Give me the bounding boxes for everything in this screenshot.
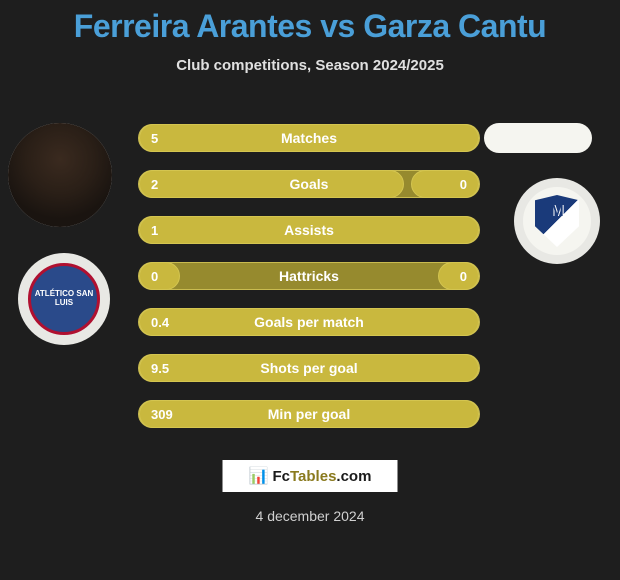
player-photo-right [484, 123, 592, 153]
club-badge-right [514, 178, 600, 264]
stat-bar: 5 Matches [138, 124, 480, 152]
stat-label: Goals [290, 176, 329, 192]
stat-bar: 1 Assists [138, 216, 480, 244]
stat-value-left: 5 [151, 131, 158, 146]
brand-main: Tables [290, 468, 336, 485]
club-badge-left: ATLÉTICO SAN LUIS [18, 253, 110, 345]
brand-prefix: Fc [272, 468, 290, 485]
stat-label: Assists [284, 222, 334, 238]
shield-icon [535, 195, 579, 247]
stat-bar: 2 Goals 0 [138, 170, 480, 198]
stat-bar: 0 Hattricks 0 [138, 262, 480, 290]
bar-fill-left [139, 262, 180, 290]
stat-value-left: 309 [151, 407, 173, 422]
stat-value-left: 0 [151, 269, 158, 284]
stat-bar: 0.4 Goals per match [138, 308, 480, 336]
bar-fill-left [139, 170, 404, 198]
page-subtitle: Club competitions, Season 2024/2025 [0, 57, 620, 74]
brand-suffix: .com [336, 468, 371, 485]
stat-label: Matches [281, 130, 337, 146]
stat-value-left: 2 [151, 177, 158, 192]
chart-icon: 📊 [249, 466, 269, 486]
bar-fill-right [411, 170, 479, 198]
stat-value-right: 0 [460, 269, 467, 284]
club-badge-left-inner: ATLÉTICO SAN LUIS [28, 263, 100, 335]
stat-value-left: 1 [151, 223, 158, 238]
stat-value-left: 0.4 [151, 315, 169, 330]
stat-bars-container: 5 Matches 2 Goals 0 1 Assists 0 Hattricks 0 0.4 Goa… [138, 124, 480, 446]
stat-value-left: 9.5 [151, 361, 169, 376]
stat-label: Hattricks [279, 268, 339, 284]
page-title: Ferreira Arantes vs Garza Cantu [0, 0, 620, 45]
stat-label: Min per goal [268, 406, 350, 422]
footer-brand: 📊 FcTables.com [223, 460, 398, 492]
stat-bar: 9.5 Shots per goal [138, 354, 480, 382]
stat-label: Shots per goal [260, 360, 357, 376]
club-badge-right-inner [523, 187, 591, 255]
player-face-placeholder [8, 123, 112, 227]
stat-label: Goals per match [254, 314, 364, 330]
footer-date: 4 december 2024 [256, 508, 365, 524]
stat-bar: 309 Min per goal [138, 400, 480, 428]
player-photo-left [8, 123, 112, 227]
bar-fill-right [438, 262, 479, 290]
stat-value-right: 0 [460, 177, 467, 192]
